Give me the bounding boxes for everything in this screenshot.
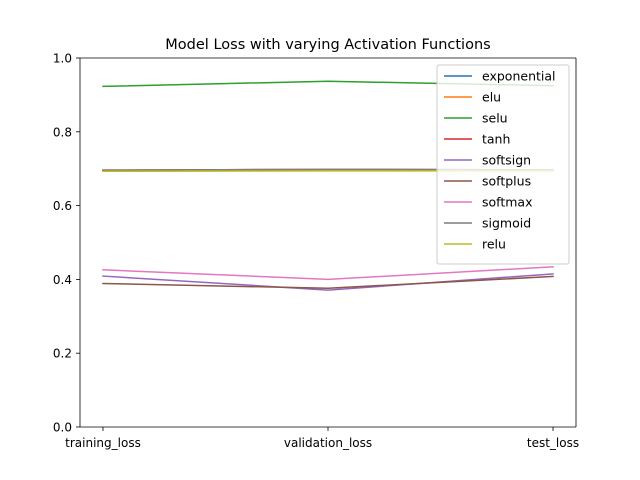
x-tick-label: validation_loss	[284, 436, 372, 450]
y-tick-label: 0.2	[53, 347, 72, 361]
legend-box	[436, 64, 570, 265]
series-line-softplus	[102, 275, 554, 290]
ticks-layer: training_loss validation_loss test_loss 0.0…	[53, 52, 579, 451]
legend-label-softsign: softsign	[482, 153, 531, 168]
series-line-softmax	[102, 266, 554, 281]
y-tick-label: 0.8	[53, 125, 72, 139]
y-tick-label: 0.0	[53, 421, 72, 435]
x-tick-label: training_loss	[65, 436, 141, 450]
legend-label-exponential: exponential	[482, 69, 556, 84]
legend-label-sigmoid: sigmoid	[482, 216, 531, 231]
legend-label-relu: relu	[482, 237, 506, 252]
x-tick-label: test_loss	[527, 436, 579, 450]
legend-label-softplus: softplus	[482, 174, 531, 189]
series-line-softsign	[102, 273, 554, 291]
legend-label-elu: elu	[482, 90, 501, 105]
y-tick-label: 0.4	[53, 273, 72, 287]
legend: exponential elu selu tanh softsign softplus so…	[436, 64, 570, 265]
chart-title: Model Loss with varying Activation Funct…	[165, 37, 490, 53]
y-tick-label: 1.0	[53, 52, 72, 66]
legend-label-tanh: tanh	[482, 132, 510, 147]
y-tick-label: 0.6	[53, 199, 72, 213]
legend-label-softmax: softmax	[482, 195, 532, 210]
legend-label-selu: selu	[482, 111, 508, 126]
axes-layer	[79, 57, 577, 428]
